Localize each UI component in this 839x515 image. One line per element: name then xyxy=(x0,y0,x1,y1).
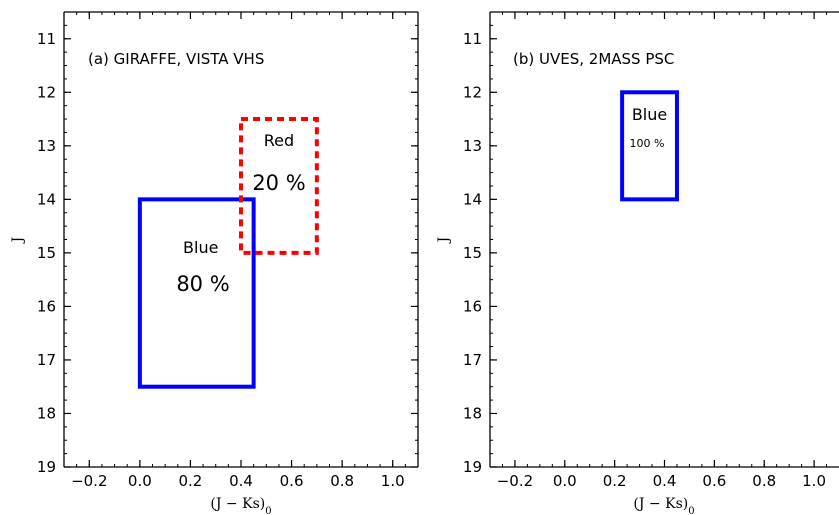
y-tick-label: 19 xyxy=(37,458,56,476)
y-tick-label: 17 xyxy=(463,351,482,369)
x-tick-label: 0.0 xyxy=(553,472,577,490)
x-tick-label: 0.4 xyxy=(653,472,677,490)
x-tick-label: 1.0 xyxy=(802,472,826,490)
x-axis-label: (J − Ks)0 xyxy=(633,496,694,515)
blue-region-percent: 100 % xyxy=(630,137,665,150)
x-tick-label: 1.0 xyxy=(381,472,405,490)
x-tick-label: 0.0 xyxy=(128,472,152,490)
blue-region-percent: 80 % xyxy=(176,272,229,296)
y-axis-label: J xyxy=(10,237,26,245)
y-tick-label: 17 xyxy=(37,351,56,369)
y-tick-label: 16 xyxy=(463,297,482,315)
y-axis-label: J xyxy=(436,237,452,245)
y-tick-label: 14 xyxy=(463,190,482,208)
y-tick-label: 19 xyxy=(463,458,482,476)
x-axis-label: (J − Ks)0 xyxy=(210,496,271,515)
x-tick-label: 0.6 xyxy=(702,472,726,490)
y-tick-label: 15 xyxy=(37,244,56,262)
red-region-box xyxy=(239,117,319,255)
panel-a: −0.2 0.0 0.2 0.4 0.6 0.8 1.0 11 12 13 14 15 16 17 18 19… xyxy=(10,11,419,515)
y-tick-label: 18 xyxy=(463,404,482,422)
y-tick-label: 14 xyxy=(37,190,56,208)
y-tick-label: 11 xyxy=(463,30,482,48)
red-region-label: Red xyxy=(264,131,294,150)
x-tick-label: −0.2 xyxy=(71,472,107,490)
y-tick-label: 16 xyxy=(37,297,56,315)
x-tick-label: 0.2 xyxy=(178,472,202,490)
y-tick-label: 13 xyxy=(463,137,482,155)
x-tick-label: 0.8 xyxy=(752,472,776,490)
blue-region-label: Blue xyxy=(183,238,218,257)
x-tick-label: 0.6 xyxy=(280,472,304,490)
y-tick-label: 15 xyxy=(463,244,482,262)
panel-title: (b) UVES, 2MASS PSC xyxy=(513,50,674,68)
panel-b: −0.2 0.0 0.2 0.4 0.6 0.8 1.0 11 12 13 14 15 16 17 18 19… xyxy=(436,11,839,515)
x-tick-label: 0.2 xyxy=(603,472,627,490)
y-tick-label: 12 xyxy=(37,83,56,101)
y-tick-label: 12 xyxy=(463,83,482,101)
x-tick-label: −0.2 xyxy=(497,472,533,490)
y-tick-label: 11 xyxy=(37,30,56,48)
panel-title: (a) GIRAFFE, VISTA VHS xyxy=(88,50,264,68)
x-tick-label: 0.8 xyxy=(330,472,354,490)
blue-region-box xyxy=(137,197,256,389)
percent-label-background xyxy=(625,136,669,151)
x-tick-label: 0.4 xyxy=(229,472,253,490)
y-tick-label: 13 xyxy=(37,137,56,155)
y-tick-label: 18 xyxy=(37,404,56,422)
blue-region-label: Blue xyxy=(632,105,667,124)
blue-region-box xyxy=(620,90,679,202)
red-region-percent: 20 % xyxy=(252,171,305,195)
